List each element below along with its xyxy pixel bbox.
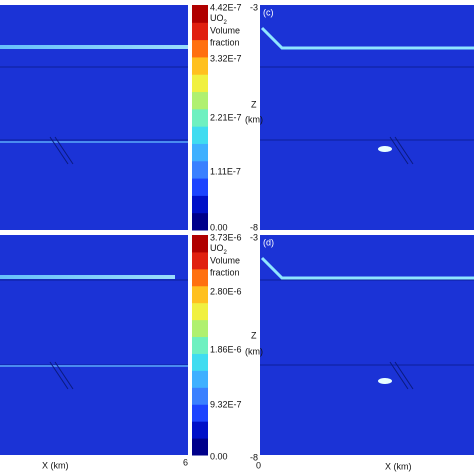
colorbar-title: Volume (210, 25, 240, 35)
colorbar-step (192, 404, 208, 422)
colorbar-tick-label: 3.32E-7 (210, 53, 242, 63)
panel-label: (c) (263, 7, 274, 17)
contour-panel (260, 5, 474, 230)
colorbar-step (192, 319, 208, 338)
colorbar-title: fraction (210, 37, 240, 47)
colorbar-step (192, 302, 208, 321)
colorbar-title: fraction (210, 267, 240, 277)
x-end: 6 (183, 457, 188, 467)
colorbar-step (192, 108, 208, 127)
x-start: 0 (256, 460, 261, 470)
z-top: -3 (250, 2, 258, 12)
colorbar-step (192, 251, 208, 270)
fault (389, 361, 414, 390)
colorbar-step (192, 370, 208, 388)
z-unit: (km) (245, 114, 263, 124)
colorbar-step (192, 39, 208, 58)
colorbar-title: Volume (210, 255, 240, 265)
z-unit: (km) (245, 346, 263, 356)
colorbar-step (192, 74, 208, 93)
z-bottom: -8 (250, 222, 258, 232)
colorbar-max: 3.73E-6 (210, 232, 242, 242)
z-name: Z (251, 99, 257, 109)
colorbar-tick-label: 1.86E-6 (210, 344, 242, 354)
colorbar-step (192, 336, 208, 354)
fault (49, 136, 74, 165)
contour-panel (260, 235, 474, 455)
colorbar-tick-label: 1.11E-7 (210, 166, 241, 176)
z-top: -3 (250, 232, 258, 242)
colorbar-step (192, 126, 208, 144)
species-sub: 2 (224, 250, 228, 256)
species-text: UO (210, 13, 224, 23)
z-bottom: -8 (250, 452, 258, 462)
contour-panel (0, 235, 188, 455)
colorbar-step (192, 195, 208, 214)
colorbar-species: UO2 (210, 243, 228, 255)
contour-panel (0, 5, 188, 230)
colorbar-tick-label: 2.80E-6 (210, 286, 242, 296)
plume (260, 26, 474, 50)
colorbar-step (192, 143, 208, 162)
species-text: UO (210, 243, 224, 253)
colorbar-tick-label: 2.21E-7 (210, 112, 242, 122)
fault (389, 136, 414, 165)
colorbar-step (192, 56, 208, 75)
colorbar-step (192, 387, 208, 405)
z-name: Z (251, 330, 257, 340)
colorbar-max: 4.42E-7 (210, 2, 242, 12)
colorbar-step (192, 91, 208, 110)
species-sub: 2 (224, 20, 228, 26)
colorbar-step (192, 353, 208, 371)
colorbar-step (192, 268, 208, 287)
x-axis-label: X (km) (385, 461, 412, 471)
plume-blob (378, 146, 392, 152)
colorbar-step (192, 438, 208, 456)
colorbar-step (192, 178, 208, 196)
colorbar-step (192, 160, 208, 179)
colorbar-step (192, 22, 208, 41)
plume (0, 275, 175, 279)
plume (260, 256, 474, 280)
colorbar-step (192, 5, 208, 23)
colorbar-step (192, 212, 208, 231)
colorbar-step (192, 235, 208, 253)
plume (0, 45, 188, 49)
colorbar-tick-label: 9.32E-7 (210, 399, 242, 409)
colorbar-step (192, 421, 208, 439)
colorbar-tick-label: 0.00 (210, 222, 228, 232)
colorbar-tick-label: 0.00 (210, 451, 228, 461)
x-axis-label: X (km) (42, 460, 69, 470)
plume-blob (378, 378, 392, 384)
colorbar-species: UO2 (210, 13, 228, 25)
colorbar-step (192, 285, 208, 304)
panel-label: (d) (263, 237, 274, 247)
fault (49, 361, 74, 390)
